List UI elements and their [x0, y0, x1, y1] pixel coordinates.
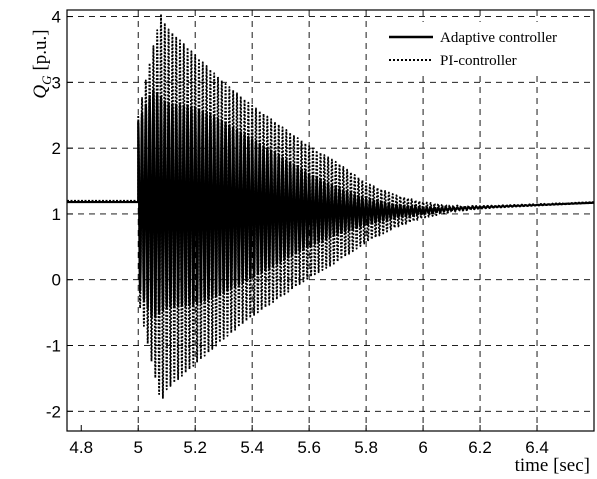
legend-box — [382, 22, 590, 74]
y-axis-label: QG [p.u.] — [30, 29, 54, 98]
x-tick-label: 6.2 — [468, 438, 492, 457]
axis-ticks: 4.8 5 5.2 5.4 5.6 5.8 6 6.2 6.4 -2 -1 0 1 2 3 4 — [46, 8, 549, 457]
series-pi-controller — [67, 13, 594, 399]
x-tick-label: 6.4 — [525, 438, 549, 457]
y-tick-label: -1 — [46, 336, 61, 355]
plot-frame — [66, 9, 595, 432]
y-tick-label: 0 — [52, 271, 61, 290]
legend-label-adaptive: Adaptive controller — [440, 30, 557, 46]
x-axis-label: time [sec] — [515, 455, 590, 476]
y-axis-unit: [p.u.] — [30, 29, 51, 70]
x-tick-label: 4.8 — [69, 438, 93, 457]
y-tick-label: 1 — [52, 205, 61, 224]
series-group — [67, 13, 594, 399]
y-tick-label: 4 — [52, 8, 61, 27]
y-tick-label: 3 — [52, 73, 61, 92]
y-tick-label: 2 — [52, 139, 61, 158]
legend: Adaptive controller PI-controller — [382, 22, 590, 74]
x-tick-label: 5.6 — [297, 438, 321, 457]
x-tick-label: 5 — [133, 438, 142, 457]
x-tick-label: 5.8 — [354, 438, 378, 457]
series-adaptive-controller — [67, 89, 594, 319]
x-tick-label: 5.2 — [183, 438, 207, 457]
x-tick-label: 5.4 — [240, 438, 264, 457]
y-axis-symbol: Q — [30, 85, 51, 99]
legend-label-pi: PI-controller — [440, 53, 517, 69]
y-axis-subscript: G — [39, 75, 54, 85]
y-tick-label: -2 — [46, 402, 61, 421]
x-tick-label: 6 — [418, 438, 427, 457]
